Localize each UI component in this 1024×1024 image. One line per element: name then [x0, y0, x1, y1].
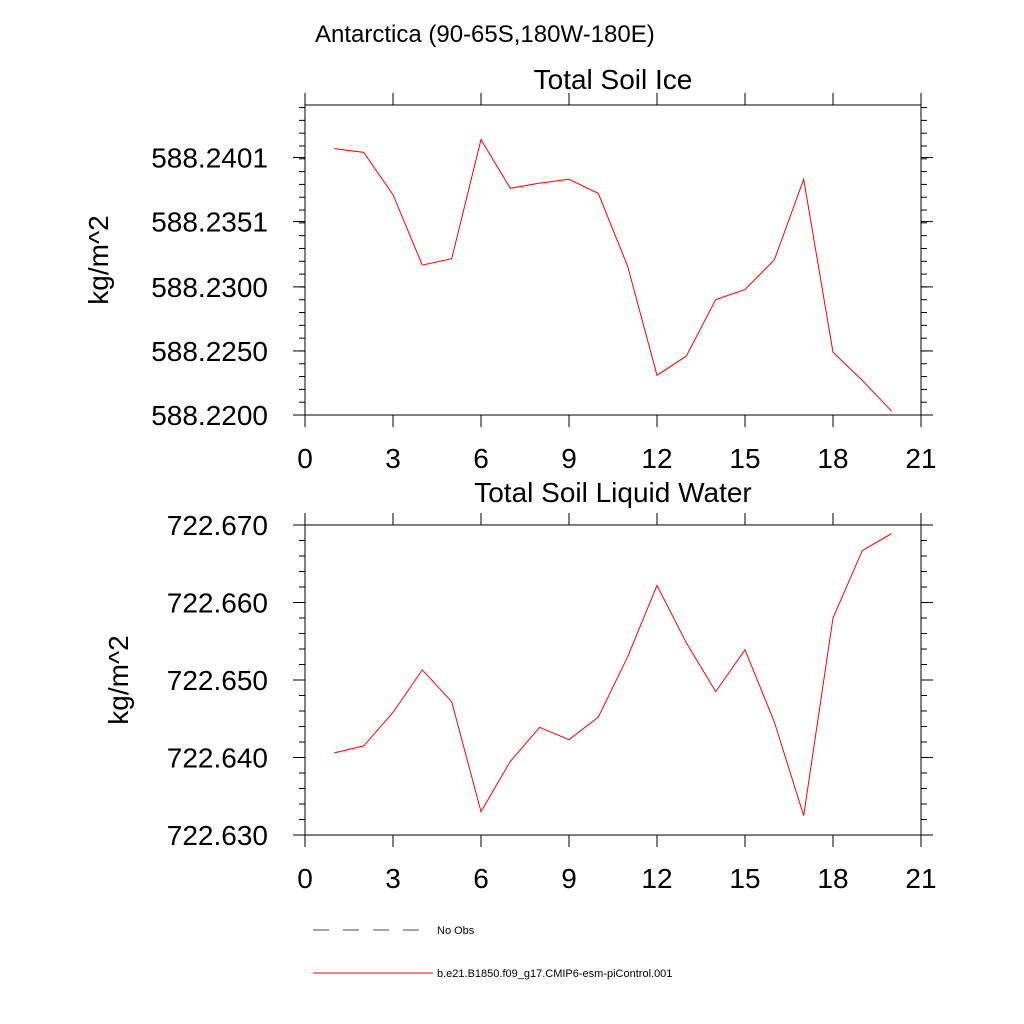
plot-frame — [304, 524, 922, 836]
panel-title: Total Soil Ice — [534, 64, 693, 95]
plot-frame — [304, 104, 922, 416]
y-axis-label: kg/m^2 — [83, 215, 114, 304]
y-tick-label: 588.2351 — [151, 207, 268, 238]
x-tick-label: 15 — [729, 443, 760, 474]
x-tick-label: 0 — [297, 443, 313, 474]
x-tick-label: 0 — [297, 863, 313, 894]
y-tick-label: 588.2300 — [151, 272, 268, 303]
figure-title: Antarctica (90-65S,180W-180E) — [315, 21, 655, 48]
y-tick-label: 588.2200 — [151, 400, 268, 431]
legend-label-no-obs: No Obs — [437, 925, 475, 937]
y-tick-label: 722.640 — [167, 743, 268, 774]
y-tick-label: 722.660 — [167, 588, 268, 619]
legend: No Obs b.e21.B1850.f09_g17.CMIP6-esm-piC… — [313, 925, 672, 980]
soil-ice-panel: Total Soil Ice kg/m^2 588.2200588.225058… — [83, 64, 937, 474]
y-tick-label: 722.670 — [167, 510, 268, 541]
tick-labels: 722.630 722.640 722.650 722.660 722.670 0 3 6 9 1… — [167, 510, 937, 894]
x-tick-label: 3 — [385, 863, 401, 894]
series-line — [334, 533, 892, 816]
y-axis-label: kg/m^2 — [103, 635, 134, 724]
data-series — [334, 138, 893, 412]
soil-liquid-water-panel: Total Soil Liquid Water kg/m^2 722.63072… — [103, 477, 937, 894]
x-tick-label: 18 — [817, 863, 848, 894]
y-tick-label: 722.630 — [167, 820, 268, 851]
x-tick-label: 15 — [729, 863, 760, 894]
x-tick-label: 6 — [473, 443, 489, 474]
x-tick-label: 21 — [905, 863, 936, 894]
x-tick-label: 12 — [641, 443, 672, 474]
tick-labels: 588.2200 588.2250 588.2300 588.2351 588.2401… — [151, 143, 936, 474]
legend-label-model: b.e21.B1850.f09_g17.CMIP6-esm-piControl.… — [437, 968, 672, 980]
x-tick-label: 12 — [641, 863, 672, 894]
x-tick-label: 21 — [905, 443, 936, 474]
x-tick-label: 18 — [817, 443, 848, 474]
y-tick-label: 588.2250 — [151, 336, 268, 367]
tick-marks — [293, 513, 933, 847]
y-tick-label: 588.2401 — [151, 143, 268, 174]
x-tick-label: 9 — [561, 443, 577, 474]
data-series — [334, 533, 892, 816]
x-tick-label: 6 — [473, 863, 489, 894]
x-tick-label: 9 — [561, 863, 577, 894]
series-line — [334, 138, 893, 412]
y-tick-label: 722.650 — [167, 665, 268, 696]
panel-title: Total Soil Liquid Water — [474, 477, 752, 508]
tick-marks — [293, 93, 933, 427]
x-tick-label: 3 — [385, 443, 401, 474]
